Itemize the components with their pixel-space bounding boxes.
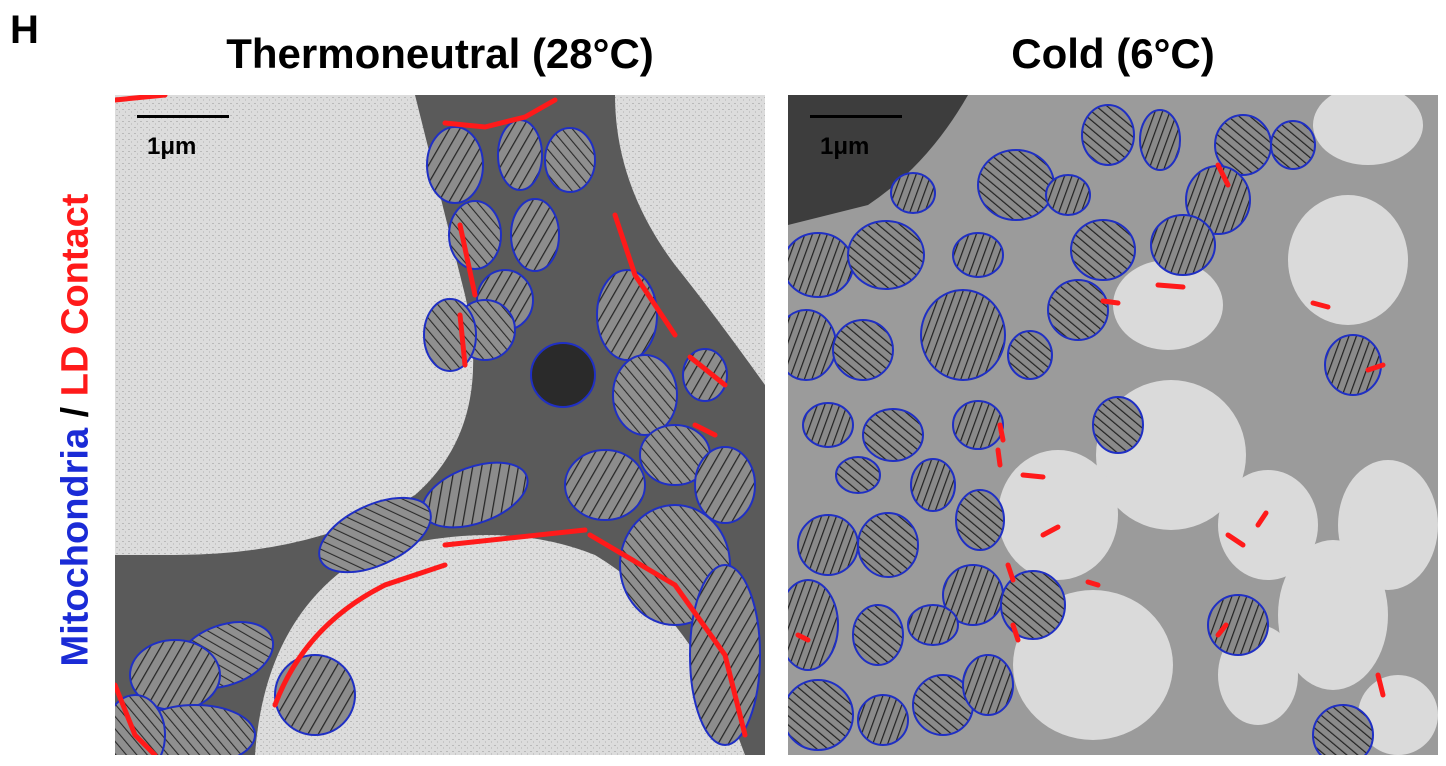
scale-bar-label: 1μm: [820, 133, 870, 160]
scale-bar-label: 1μm: [147, 133, 197, 160]
y-axis-label: Mitochondria / LD Contact: [50, 120, 102, 740]
thermoneutral-micrograph: 1μm: [115, 95, 765, 755]
ld-contact-label: LD Contact: [54, 193, 97, 397]
cold-micrograph: 1μm: [788, 95, 1438, 755]
panel-letter: H: [10, 8, 39, 52]
thermoneutral-title: Thermoneutral (28°C): [226, 30, 654, 77]
cold-title: Cold (6°C): [1011, 30, 1215, 77]
label-separator: /: [54, 396, 97, 428]
scale-bar: [810, 115, 902, 118]
scale-bar: [137, 115, 229, 118]
mitochondria-label: Mitochondria: [54, 427, 97, 667]
